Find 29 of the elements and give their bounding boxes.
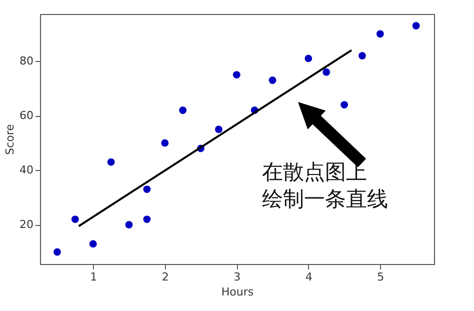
point xyxy=(179,106,187,114)
point xyxy=(143,216,151,223)
point xyxy=(71,216,79,223)
point xyxy=(143,186,151,193)
point xyxy=(304,54,312,62)
x-tick-label: 4 xyxy=(305,270,312,284)
point xyxy=(376,30,384,38)
y-tick-label: 40 xyxy=(20,164,34,177)
x-axis-title: Hours xyxy=(221,286,254,298)
point xyxy=(125,221,133,228)
y-tick-label: 80 xyxy=(20,54,34,68)
x-tick-label: 5 xyxy=(377,270,384,284)
point xyxy=(107,158,115,166)
y-axis-title: Score xyxy=(4,124,17,155)
point xyxy=(412,22,420,30)
y-tick-label: 60 xyxy=(20,109,34,122)
point xyxy=(340,101,348,108)
point xyxy=(214,126,222,134)
point xyxy=(358,52,366,60)
point xyxy=(232,71,240,78)
point xyxy=(161,139,169,147)
y-tick-label: 20 xyxy=(20,218,34,232)
x-tick-label: 2 xyxy=(162,270,169,284)
point xyxy=(322,68,330,76)
point xyxy=(89,240,97,248)
point xyxy=(54,248,61,256)
x-tick-label: 3 xyxy=(234,270,241,284)
x-tick-label: 1 xyxy=(90,270,98,284)
point xyxy=(268,76,276,84)
